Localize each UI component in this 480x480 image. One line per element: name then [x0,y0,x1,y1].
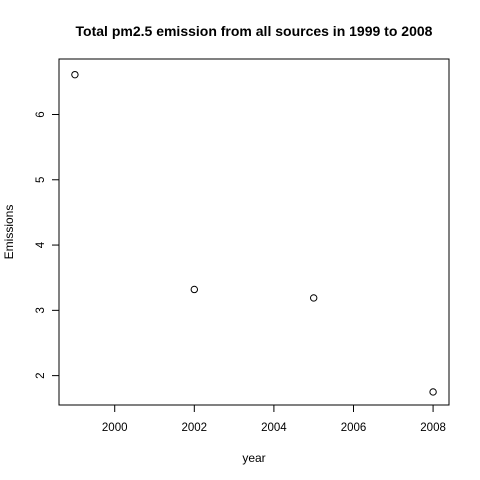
y-tick-label: 5 [35,177,47,183]
y-axis-label: Emissions [2,205,16,260]
y-tick-label: 6 [35,111,47,117]
data-point [71,70,79,79]
data-points [71,70,437,396]
x-tick-label: 2002 [182,422,208,434]
y-tick-label: 4 [35,241,47,248]
x-axis-label: year [242,451,265,465]
x-tick-label: 2004 [261,422,287,434]
chart-title: Total pm2.5 emission from all sources in… [76,23,433,39]
y-tick-label: 2 [35,372,47,378]
x-axis: 2000 2002 2004 2006 2008 [102,404,446,434]
data-point [429,388,437,396]
data-point [309,294,318,302]
x-tick-label: 2008 [420,422,446,434]
x-tick-label: 2000 [102,422,128,434]
plot-frame [58,58,450,406]
x-tick-label: 2006 [341,422,367,434]
y-tick-label: 3 [35,307,47,313]
data-point [190,285,199,294]
y-axis: 2 3 4 5 6 [35,111,60,379]
